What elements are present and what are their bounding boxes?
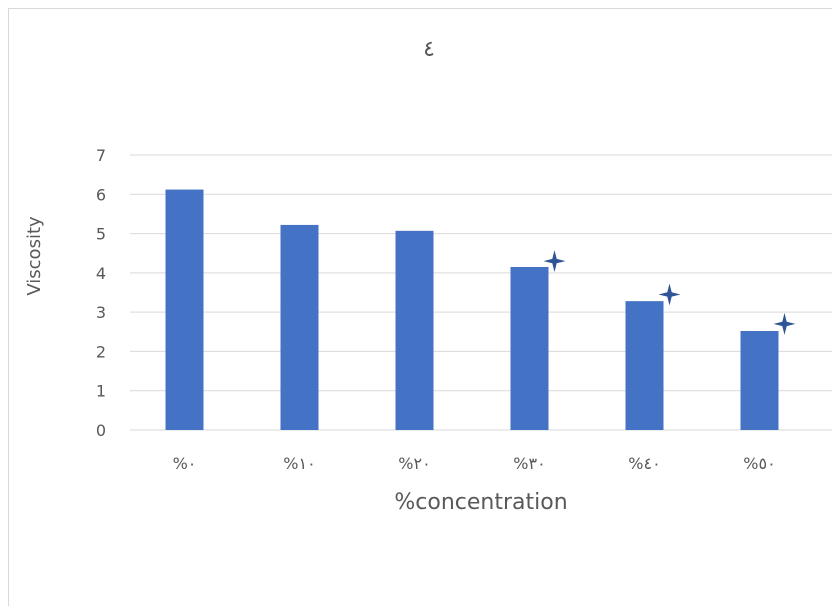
bar-1 (280, 224, 319, 430)
y-axis-label: Viscosity (24, 216, 45, 296)
y-tick-label: 5 (96, 225, 106, 244)
bar-2 (395, 230, 434, 430)
y-tick-label: 2 (96, 342, 106, 361)
y-tick-label: 1 (96, 382, 106, 401)
x-tick-label: %٤٠ (628, 454, 660, 473)
y-axis-ticks: 0 1 2 3 4 5 6 7 (96, 146, 106, 440)
y-tick-label: 3 (96, 303, 106, 322)
y-tick-label: 0 (96, 421, 106, 440)
y-tick-label: 4 (96, 264, 106, 283)
bar-4 (625, 301, 664, 430)
y-tick-label: 7 (96, 146, 106, 165)
markers (543, 250, 796, 335)
bars (165, 189, 779, 430)
x-axis-ticks: %٠ %١٠ %٢٠ %٣٠ %٤٠ %٥٠ (173, 454, 776, 473)
x-tick-label: %٥٠ (743, 454, 775, 473)
star-marker-5 (773, 312, 796, 335)
bar-3 (510, 266, 549, 430)
x-tick-label: %٣٠ (513, 454, 545, 473)
y-tick-label: 6 (96, 185, 106, 204)
bar-5 (740, 331, 779, 430)
bar-0 (165, 189, 204, 430)
x-axis-label: %concentration (394, 490, 567, 515)
x-tick-label: %١٠ (283, 454, 315, 473)
chart-title: ٤ (423, 37, 435, 62)
star-marker-4 (658, 283, 681, 306)
star-marker-3 (543, 250, 566, 273)
x-tick-label: %٢٠ (398, 454, 430, 473)
gridlines (130, 154, 832, 431)
x-tick-label: %٠ (173, 454, 197, 473)
